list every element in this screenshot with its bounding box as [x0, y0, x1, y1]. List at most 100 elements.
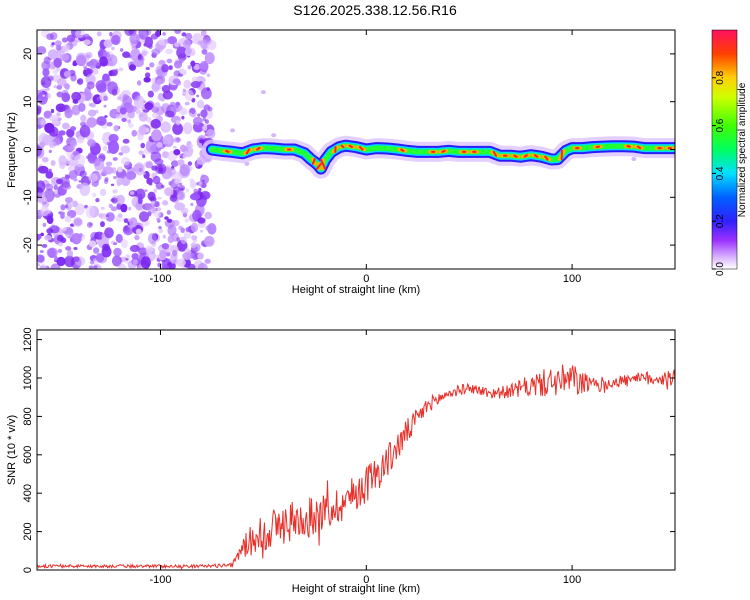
- noise-blob: [172, 122, 184, 135]
- noise-blob: [164, 187, 174, 197]
- noise-blob: [65, 204, 69, 209]
- noise-blob: [42, 94, 46, 97]
- noise-blob: [37, 233, 41, 241]
- noise-blob: [174, 202, 186, 211]
- noise-blob: [167, 218, 173, 223]
- ridge-peak: [225, 149, 230, 153]
- noise-blob: [73, 178, 78, 182]
- noise-blob: [164, 38, 170, 44]
- noise-blob: [73, 247, 78, 251]
- noise-blob: [53, 84, 57, 89]
- noise-blob: [170, 160, 179, 167]
- noise-blob: [122, 95, 133, 108]
- noise-blob: [134, 162, 145, 176]
- noise-blob: [53, 57, 63, 68]
- colorbar: 0.0 0.2 0.4 0.6 0.8 Normalized spectral ampl…: [711, 29, 748, 276]
- noise-blob: [111, 197, 118, 204]
- spectrogram-ylabel: Frequency (Hz): [6, 112, 18, 188]
- noise-blob: [138, 150, 144, 156]
- noise-blob: [200, 229, 204, 233]
- spectrogram-ytick-label: 20: [22, 48, 34, 60]
- noise-blob: [141, 50, 147, 57]
- noise-blob: [132, 258, 138, 266]
- noise-blob: [115, 113, 121, 120]
- noise-blob: [49, 115, 59, 122]
- noise-blob: [185, 248, 190, 252]
- snr-ytick-label: 600: [22, 446, 34, 464]
- noise-blob: [167, 224, 177, 236]
- ridge-peak: [513, 154, 518, 158]
- noise-blob: [74, 154, 86, 168]
- noise-blob: [104, 115, 108, 118]
- noise-blob: [162, 234, 166, 239]
- noise-blob: [149, 62, 155, 68]
- noise-blob: [129, 33, 140, 45]
- noise-blob: [112, 175, 118, 180]
- noise-blob: [108, 133, 119, 143]
- noise-blob: [79, 182, 91, 197]
- noise-blob: [156, 217, 161, 222]
- noise-blob: [167, 235, 174, 244]
- noise-blob: [139, 103, 146, 111]
- noise-blob: [88, 173, 98, 183]
- noise-blob: [136, 80, 142, 86]
- noise-blob: [48, 226, 53, 230]
- noise-blob: [73, 166, 78, 170]
- noise-blob: [41, 156, 49, 163]
- noise-blob: [177, 159, 185, 166]
- noise-blob: [180, 144, 187, 152]
- noise-blob: [125, 254, 130, 260]
- noise-blob: [192, 255, 199, 260]
- noise-blob: [95, 197, 100, 203]
- noise-blob: [50, 160, 56, 166]
- noise-blob: [142, 154, 146, 159]
- noise-blob: [66, 34, 76, 43]
- colorbar-tick-label: 0.2: [715, 214, 726, 228]
- noise-blob: [90, 59, 101, 67]
- noise-blob: [175, 119, 181, 126]
- snr-xtick-label: 100: [563, 574, 581, 586]
- noise-blob: [104, 51, 110, 58]
- noise-blob: [230, 128, 236, 133]
- noise-blob: [59, 107, 63, 111]
- noise-blob: [145, 66, 150, 71]
- noise-blob: [61, 211, 65, 215]
- noise-blob: [196, 99, 205, 109]
- noise-blob: [87, 109, 97, 117]
- noise-blob: [128, 64, 137, 71]
- noise-blob: [117, 96, 122, 100]
- noise-blob: [160, 121, 171, 133]
- figure-title: S126.2025.338.12.56.R16: [293, 2, 457, 18]
- noise-blob: [88, 240, 97, 248]
- noise-blob: [117, 263, 127, 269]
- noise-blob: [182, 88, 187, 93]
- noise-blob: [41, 243, 48, 248]
- noise-blob: [46, 247, 58, 258]
- noise-blob: [138, 211, 150, 222]
- noise-blob: [155, 164, 164, 175]
- noise-blob: [182, 252, 192, 261]
- noise-blob: [107, 81, 118, 95]
- noise-blob: [54, 40, 62, 47]
- noise-blob: [147, 233, 157, 245]
- noise-blob: [72, 150, 80, 156]
- noise-blob: [162, 90, 173, 100]
- noise-blob: [100, 206, 105, 210]
- noise-blob: [58, 130, 66, 136]
- noise-blob: [128, 206, 132, 211]
- noise-blob: [129, 244, 141, 253]
- noise-blob: [43, 56, 51, 65]
- noise-blob: [162, 135, 172, 145]
- noise-blob: [103, 104, 107, 108]
- ridge-peak: [316, 162, 322, 170]
- noise-blob: [49, 140, 57, 149]
- noise-blob: [102, 145, 108, 151]
- noise-blob: [131, 45, 136, 51]
- ridge-peak: [523, 154, 528, 158]
- noise-blob: [68, 144, 76, 151]
- noise-blob: [64, 215, 72, 223]
- noise-blob: [96, 97, 100, 101]
- noise-blob: [73, 256, 80, 262]
